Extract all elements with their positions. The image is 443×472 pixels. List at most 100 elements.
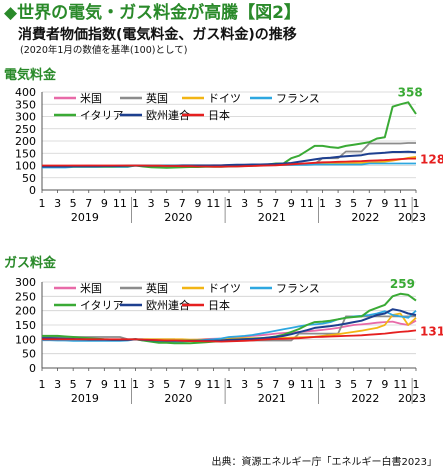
x-tick-label: 1: [132, 197, 139, 210]
y-tick-label: 250: [15, 123, 36, 136]
x-tick-label: 11: [206, 197, 220, 210]
x-tick-label: 11: [113, 197, 127, 210]
legend-label: 米国: [80, 92, 102, 105]
x-tick-label: 7: [85, 378, 92, 391]
legend-label: 米国: [80, 282, 102, 295]
x-tick-label: 9: [288, 197, 295, 210]
y-tick-label: 300: [15, 111, 36, 124]
x-tick-label: 3: [54, 378, 61, 391]
legend-label: 日本: [208, 298, 230, 312]
chart-title: ガス料金: [4, 255, 57, 271]
legend-label: ドイツ: [208, 92, 241, 105]
year-label: 2022: [351, 211, 379, 224]
x-tick-label: 5: [350, 378, 357, 391]
y-tick-label: 200: [15, 135, 36, 148]
x-tick-label: 11: [393, 197, 407, 210]
x-tick-label: 7: [272, 378, 279, 391]
legend-label: イタリア: [80, 299, 124, 312]
x-tick-label: 3: [241, 378, 248, 391]
annotation-label: 358: [398, 85, 423, 99]
x-tick-label: 9: [194, 378, 201, 391]
x-tick-label: 5: [257, 197, 264, 210]
x-tick-label: 9: [101, 378, 108, 391]
year-label: 2023: [398, 392, 426, 405]
page-title: ◆世界の電気・ガス料金が高騰【図2】: [4, 3, 301, 23]
x-tick-label: 11: [113, 378, 127, 391]
x-tick-label: 9: [381, 197, 388, 210]
y-tick-label: 0: [29, 362, 36, 375]
x-tick-label: 1: [319, 378, 326, 391]
y-tick-label: 300: [15, 276, 36, 289]
baseline-note: (2020年1月の数値を基準(100)として): [20, 45, 188, 56]
year-label: 2019: [71, 211, 99, 224]
x-tick-label: 5: [163, 378, 170, 391]
x-tick-label: 1: [132, 378, 139, 391]
x-tick-label: 7: [366, 378, 373, 391]
x-tick-label: 9: [288, 378, 295, 391]
x-tick-label: 11: [300, 378, 314, 391]
chart-title: 電気料金: [4, 67, 57, 83]
x-tick-label: 7: [179, 197, 186, 210]
page-subtitle: 消費者物価指数(電気料金、ガス料金)の推移: [18, 27, 297, 43]
x-tick-label: 3: [148, 378, 155, 391]
x-tick-label: 7: [179, 378, 186, 391]
x-tick-label: 9: [101, 197, 108, 210]
year-label: 2021: [258, 211, 286, 224]
x-tick-label: 1: [39, 378, 46, 391]
y-tick-label: 250: [15, 290, 36, 303]
x-tick-label: 3: [54, 197, 61, 210]
annotation-label: 131: [420, 324, 443, 338]
x-tick-label: 1: [413, 197, 420, 210]
y-tick-label: 350: [15, 98, 36, 111]
x-tick-label: 1: [39, 197, 46, 210]
x-tick-label: 7: [366, 197, 373, 210]
x-tick-label: 1: [413, 378, 420, 391]
y-tick-label: 100: [15, 160, 36, 173]
legend-label: 英国: [146, 91, 168, 105]
y-tick-label: 50: [22, 348, 36, 361]
y-tick-label: 150: [15, 319, 36, 332]
legend-label: ドイツ: [208, 282, 241, 295]
y-tick-label: 50: [22, 172, 36, 185]
x-tick-label: 11: [300, 197, 314, 210]
legend-label: イタリア: [80, 109, 124, 122]
legend-label: フランス: [276, 92, 320, 105]
x-tick-label: 3: [148, 197, 155, 210]
annotation-label: 128: [420, 153, 443, 167]
x-tick-label: 9: [381, 378, 388, 391]
legend-label: 欧州連合: [146, 108, 190, 122]
legend-label: 欧州連合: [146, 298, 190, 312]
series-line: [42, 329, 417, 343]
x-tick-label: 3: [241, 197, 248, 210]
year-label: 2019: [71, 392, 99, 405]
year-label: 2020: [164, 211, 192, 224]
x-tick-label: 5: [163, 197, 170, 210]
year-label: 2022: [351, 392, 379, 405]
x-tick-label: 11: [393, 378, 407, 391]
year-label: 2023: [398, 211, 426, 224]
x-tick-label: 1: [226, 197, 233, 210]
x-tick-label: 7: [272, 197, 279, 210]
year-label: 2021: [258, 392, 286, 405]
x-tick-label: 5: [70, 378, 77, 391]
x-tick-label: 1: [319, 197, 326, 210]
legend-label: フランス: [276, 282, 320, 295]
x-tick-label: 9: [194, 197, 201, 210]
x-tick-label: 1: [226, 378, 233, 391]
series-line: [42, 157, 416, 168]
x-tick-label: 3: [335, 197, 342, 210]
x-tick-label: 5: [257, 378, 264, 391]
x-tick-label: 7: [85, 197, 92, 210]
source-note: 出典：資源エネルギー庁「エネルギー白書2023」: [211, 457, 437, 468]
y-tick-label: 150: [15, 147, 36, 160]
y-tick-label: 400: [15, 86, 36, 99]
annotation-label: 259: [390, 277, 415, 291]
x-tick-label: 5: [70, 197, 77, 210]
y-tick-label: 0: [29, 184, 36, 197]
x-tick-label: 5: [350, 197, 357, 210]
legend-label: 日本: [208, 108, 230, 122]
legend-label: 英国: [146, 281, 168, 295]
x-tick-label: 3: [335, 378, 342, 391]
